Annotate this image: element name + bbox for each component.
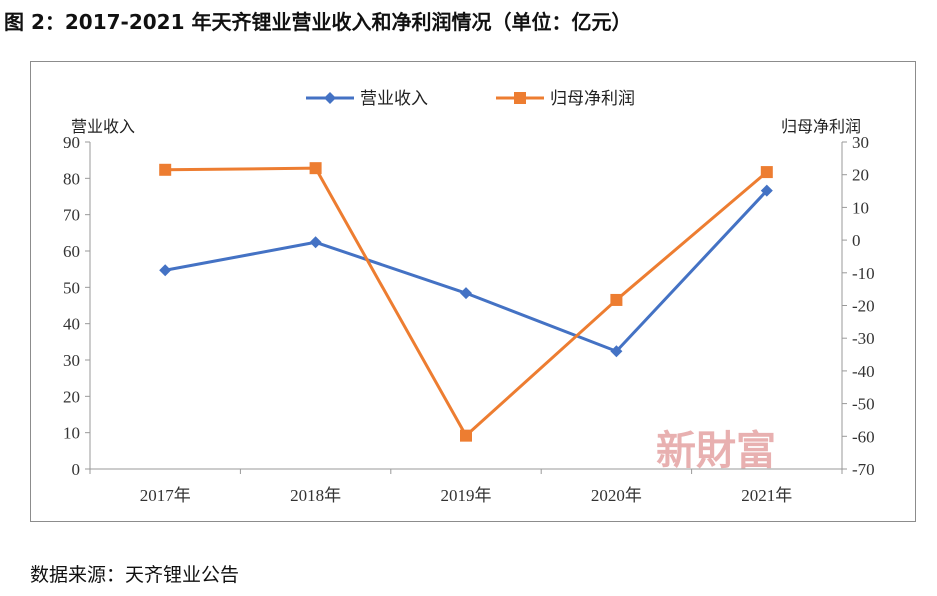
right-tick-label: -70 (852, 460, 875, 479)
legend-profit-marker (514, 92, 526, 104)
left-axis-title: 营业收入 (71, 117, 135, 136)
left-tick-label: 0 (72, 460, 81, 479)
figure-title: 图 2：2017-2021 年天齐锂业营业收入和净利润情况（单位：亿元） (4, 10, 632, 34)
right-tick-label: 20 (852, 166, 869, 185)
revenue-point (460, 287, 472, 300)
x-tick-label: 2018年 (290, 486, 341, 505)
legend-profit-label: 归母净利润 (550, 89, 635, 109)
legend-revenue-marker (324, 92, 336, 104)
profit-point (159, 163, 172, 176)
profit-point (460, 429, 472, 442)
right-tick-label: -50 (852, 395, 875, 414)
right-tick-label: -20 (852, 297, 875, 316)
left-tick-label: 70 (63, 206, 80, 225)
chart-frame: 0 10 20 30 40 50 60 70 80 90 -70 -60 -50 -40 -30 -20 -10… (30, 61, 916, 522)
left-tick-label: 10 (63, 424, 80, 443)
profit-point (610, 293, 623, 306)
series-line-revenue (164, 189, 768, 353)
line-chart: 0 10 20 30 40 50 60 70 80 90 -70 -60 -50 -40 -30 -20 -10… (63, 89, 875, 505)
revenue-point (159, 264, 172, 277)
x-tick-label: 2017年 (140, 486, 191, 505)
left-tick-label: 30 (63, 351, 80, 370)
legend-revenue-label: 营业收入 (360, 89, 428, 109)
profit-point (309, 162, 322, 175)
right-tick-label: 0 (852, 231, 861, 250)
left-tick-label: 80 (63, 169, 80, 188)
right-tick-label: -30 (852, 329, 875, 348)
right-tick-label: -10 (852, 264, 875, 283)
left-tick-label: 90 (63, 133, 80, 152)
series-line-profit (165, 166, 768, 438)
watermark: 新財富 (656, 427, 776, 474)
right-axis-title: 归母净利润 (781, 117, 861, 136)
right-tick-label: -40 (852, 362, 875, 381)
profit-point (760, 166, 773, 179)
revenue-point (309, 236, 322, 249)
left-tick-label: 50 (63, 278, 80, 297)
right-tick-label: 10 (852, 198, 869, 217)
right-tick-label: 30 (852, 133, 869, 152)
revenue-point (610, 345, 623, 358)
left-tick-label: 40 (63, 315, 80, 334)
x-tick-label: 2020年 (591, 486, 642, 505)
revenue-point (760, 184, 773, 197)
x-tick-label: 2019年 (441, 486, 492, 505)
source-note: 数据来源：天齐锂业公告 (30, 564, 240, 586)
right-tick-label: -60 (852, 427, 875, 446)
x-tick-label: 2021年 (741, 486, 792, 505)
left-tick-label: 20 (63, 387, 80, 406)
left-tick-label: 60 (63, 242, 80, 261)
